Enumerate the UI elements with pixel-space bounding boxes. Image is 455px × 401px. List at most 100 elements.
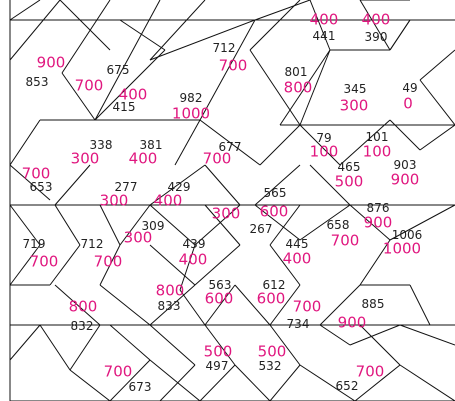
cell-score: 400 [153, 191, 183, 210]
cell-value: 832 [70, 319, 94, 333]
cell-value: 833 [157, 299, 181, 313]
grid-line [159, 364, 196, 401]
cell-value: 675 [106, 63, 130, 77]
grid-line [349, 204, 391, 241]
grid-line [389, 204, 455, 241]
grid-line [179, 289, 206, 326]
grid-line [269, 284, 301, 326]
cell-score: 500 [257, 342, 287, 361]
grid-line [94, 49, 166, 121]
cell-score: 800 [283, 78, 313, 97]
cell-value: 677 [218, 140, 242, 154]
grid-line [59, 0, 111, 51]
cell-value: 497 [205, 359, 229, 373]
cell-value: 652 [335, 379, 359, 393]
grid-line [54, 164, 91, 206]
grid-line [9, 244, 41, 286]
cell-value: 277 [114, 180, 138, 194]
grid-line [299, 364, 356, 401]
cell-value: 853 [25, 75, 49, 89]
grid-line [399, 364, 455, 401]
grid-line [99, 244, 121, 286]
grid-line [409, 284, 431, 326]
cell-value: 734 [286, 317, 310, 331]
grid-line [119, 204, 151, 246]
grid-line [269, 364, 301, 401]
grid-line [299, 124, 341, 166]
grid-line [279, 49, 331, 126]
cell-value: 719 [22, 237, 46, 251]
cell-value: 415 [112, 100, 136, 114]
grid-line [119, 19, 166, 51]
cell-score: 700 [292, 297, 322, 316]
cell-score: 400 [309, 10, 339, 29]
grid-line [269, 204, 301, 246]
grid-line [419, 124, 455, 151]
grid-line [61, 0, 111, 74]
grid-line [61, 72, 96, 121]
grid-line [359, 239, 391, 286]
grid-line [174, 119, 201, 166]
cell-score: 400 [118, 85, 148, 104]
grid-line [39, 324, 71, 371]
cell-value: 101 [365, 130, 389, 144]
cell-score: 400 [361, 10, 391, 29]
grid-line [194, 204, 241, 246]
cell-score: 800 [68, 297, 98, 316]
grid-line [354, 364, 401, 401]
cell-score: 400 [128, 149, 158, 168]
cell-value: 712 [212, 41, 236, 55]
cell-value: 465 [337, 160, 361, 174]
cell-value: 612 [262, 278, 286, 292]
cell-value: 712 [80, 237, 104, 251]
grid-line [109, 324, 151, 361]
cell-value: 439 [182, 237, 206, 251]
grid-line [49, 244, 81, 286]
grid-line [149, 0, 206, 61]
cell-value: 885 [361, 297, 385, 311]
grid-line [269, 324, 301, 366]
cell-value: 653 [29, 180, 53, 194]
grid-line [309, 0, 331, 51]
grid-line [149, 324, 196, 366]
grid-line [254, 204, 301, 241]
cell-score: 600 [204, 289, 234, 308]
cell-value: 903 [393, 158, 417, 172]
cell-score: 300 [99, 191, 129, 210]
cell-score: 700 [202, 149, 232, 168]
cell-value: 345 [343, 82, 367, 96]
cell-value: 267 [249, 222, 273, 236]
cell-score: 900 [363, 213, 393, 232]
grid-line [99, 284, 151, 326]
grid-line [204, 324, 236, 366]
grid-line [204, 164, 241, 206]
cell-value: 565 [263, 186, 287, 200]
cell-value: 982 [179, 91, 203, 105]
grid-line [9, 0, 41, 21]
grid-line [199, 19, 256, 121]
grid-line [419, 49, 455, 81]
grid-line [149, 359, 201, 401]
cell-score: 300 [339, 96, 369, 115]
cell-score: 700 [29, 252, 59, 271]
cell-value: 658 [326, 218, 350, 232]
grid-line [149, 244, 196, 286]
grid-line [399, 324, 455, 346]
grid-line [349, 324, 401, 346]
cell-score: 300 [123, 228, 153, 247]
cell-value: 49 [402, 81, 418, 95]
grid-line [234, 284, 271, 326]
grid-line [109, 359, 151, 401]
cell-value: 1006 [391, 228, 423, 242]
cell-score: 400 [178, 250, 208, 269]
grid-line [234, 364, 271, 401]
grid-line [319, 284, 361, 326]
grid-line [249, 49, 301, 126]
grid-line [9, 324, 41, 361]
grid-line [9, 164, 51, 201]
grid-line [54, 284, 101, 326]
cell-score: 100 [309, 142, 339, 161]
cell-value: 309 [141, 219, 165, 233]
